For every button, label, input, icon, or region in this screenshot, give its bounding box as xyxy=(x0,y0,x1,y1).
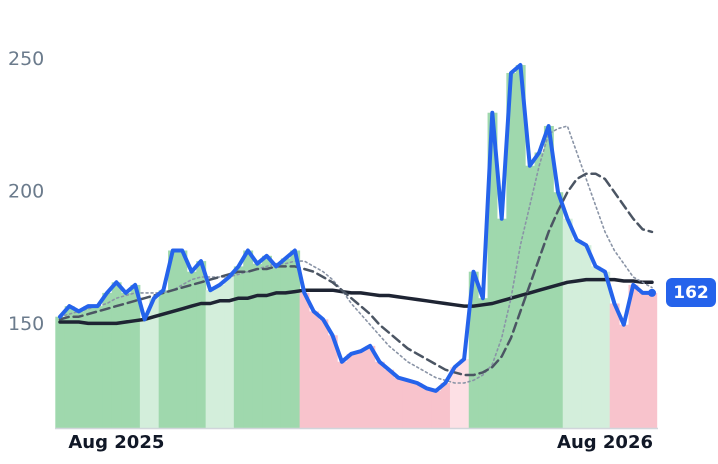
price-column xyxy=(600,271,611,428)
price-column xyxy=(356,351,366,428)
lines xyxy=(58,63,654,393)
price-column xyxy=(92,306,103,428)
price-column xyxy=(196,261,207,428)
price-column xyxy=(252,263,263,428)
price-column xyxy=(440,382,451,428)
x-tick-label: Aug 2025 xyxy=(68,432,164,453)
price-column xyxy=(384,369,395,428)
price-column xyxy=(243,250,254,428)
price-column xyxy=(468,271,479,428)
price-column xyxy=(619,324,630,428)
price-column xyxy=(64,306,75,428)
price-column xyxy=(290,250,301,428)
price-column xyxy=(168,250,178,428)
price-column xyxy=(459,359,470,428)
price-column xyxy=(111,282,122,428)
price-column xyxy=(421,388,432,428)
price-column xyxy=(628,284,639,428)
price-column xyxy=(262,255,272,428)
price-column xyxy=(562,218,573,428)
price-column xyxy=(102,292,113,428)
price-column xyxy=(478,298,489,428)
price-line xyxy=(58,63,654,393)
price-column xyxy=(130,284,141,428)
moving-average-line xyxy=(58,277,654,326)
price-column xyxy=(233,266,244,428)
y-tick-label: 150 xyxy=(8,313,44,335)
price-column xyxy=(374,361,385,428)
price-column xyxy=(186,271,197,428)
x-tick-label: Aug 2026 xyxy=(557,432,653,453)
price-column xyxy=(337,361,348,428)
last-point xyxy=(648,288,656,297)
price-column xyxy=(149,298,160,428)
price-column xyxy=(449,367,460,428)
price-column xyxy=(318,319,329,428)
price-column xyxy=(525,165,536,428)
price-column xyxy=(487,112,498,429)
price-column xyxy=(299,292,310,428)
price-column xyxy=(553,192,564,428)
price-column xyxy=(83,306,94,428)
price-column xyxy=(327,335,338,428)
columns xyxy=(55,65,658,429)
price-column xyxy=(158,290,169,428)
price-column xyxy=(431,390,442,428)
price-column xyxy=(393,377,404,428)
price-column xyxy=(346,353,357,428)
price-column xyxy=(647,292,658,428)
price-column xyxy=(543,125,554,428)
price-column xyxy=(224,276,235,428)
y-tick-label: 250 xyxy=(8,48,44,70)
price-column xyxy=(177,250,188,428)
price-column xyxy=(506,72,517,429)
price-column xyxy=(74,311,84,428)
last-value-badge xyxy=(666,278,716,307)
price-column xyxy=(215,284,225,428)
y-tick-label: 200 xyxy=(8,181,44,203)
price-column xyxy=(121,292,131,428)
price-column xyxy=(572,239,583,428)
price-column xyxy=(581,245,592,428)
price-column xyxy=(309,311,319,428)
price-column xyxy=(365,345,376,428)
price-column xyxy=(55,316,66,428)
last-value-label: 162 xyxy=(673,283,709,303)
price-column xyxy=(280,258,291,428)
price-column xyxy=(402,380,413,428)
price-column xyxy=(637,292,648,428)
price-column xyxy=(590,266,601,428)
price-column xyxy=(609,303,620,428)
price-column xyxy=(496,218,507,428)
price-column xyxy=(139,319,150,428)
price-column xyxy=(271,266,282,428)
price-column xyxy=(205,290,216,428)
price-column xyxy=(412,382,423,428)
